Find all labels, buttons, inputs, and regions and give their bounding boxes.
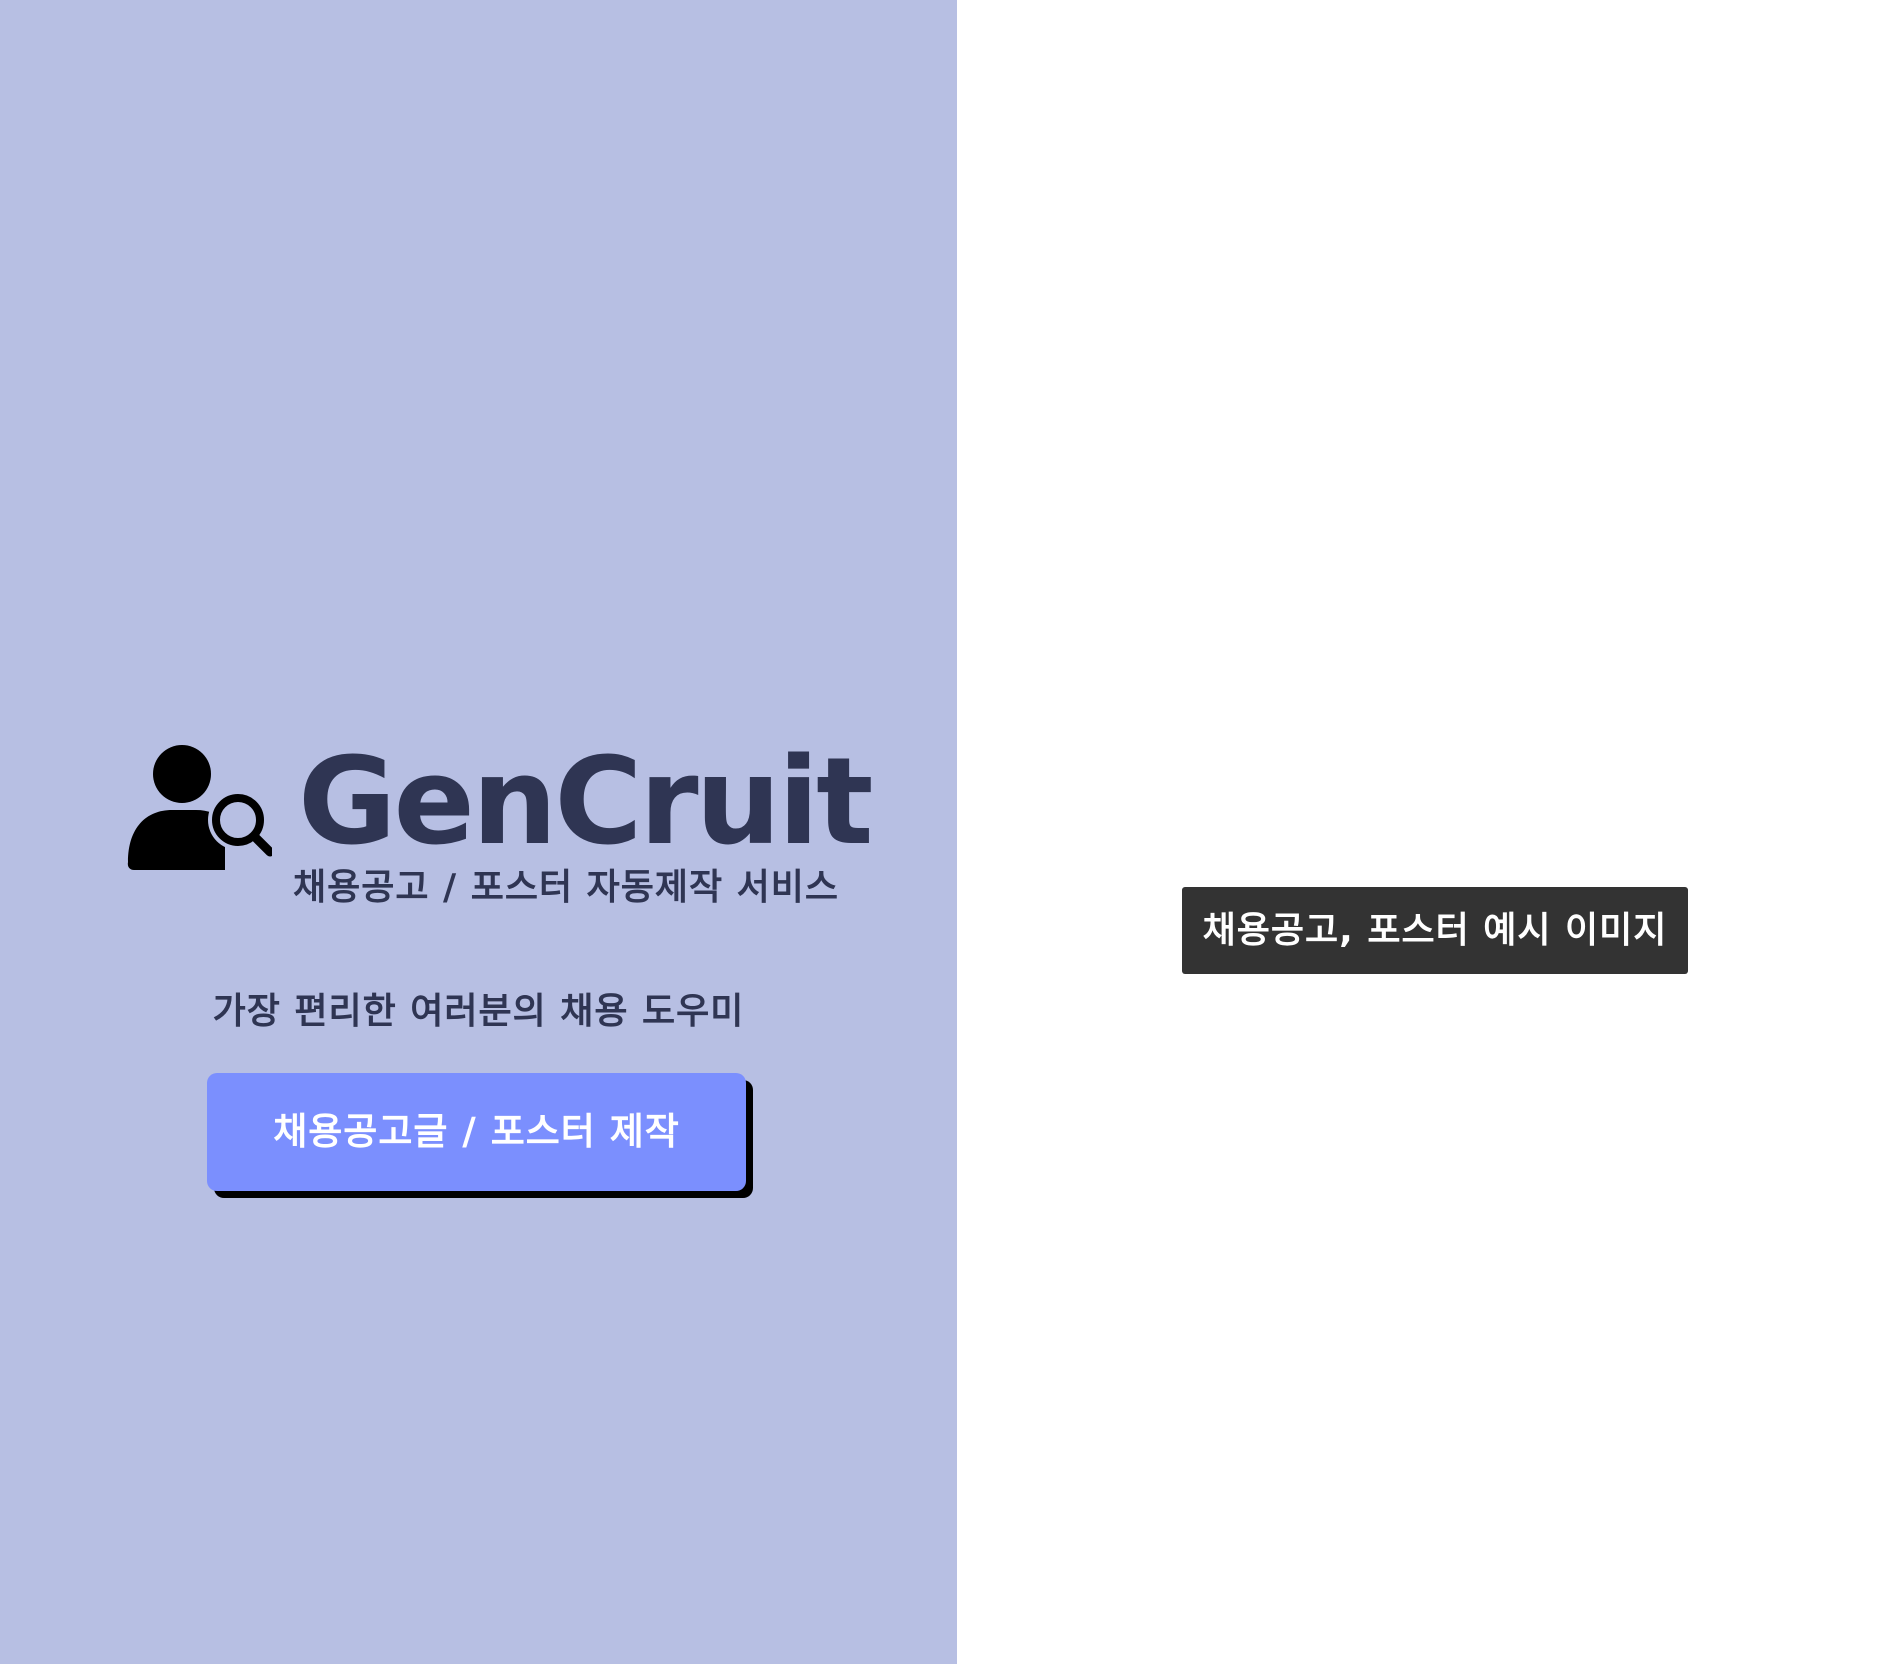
preview-panel: 채용공고, 포스터 예시 이미지 xyxy=(957,0,1903,1664)
example-image-label: 채용공고, 포스터 예시 이미지 xyxy=(1182,887,1688,974)
tagline: 가장 편리한 여러분의 채용 도우미 xyxy=(212,991,745,1032)
brand-name: GenCruit xyxy=(298,733,873,872)
user-search-icon xyxy=(127,745,272,870)
hero-panel: GenCruit 채용공고 / 포스터 자동제작 서비스 가장 편리한 여러분의… xyxy=(0,0,957,1664)
brand-subtitle: 채용공고 / 포스터 자동제작 서비스 xyxy=(293,867,839,908)
create-posting-button[interactable]: 채용공고글 / 포스터 제작 xyxy=(207,1073,746,1191)
